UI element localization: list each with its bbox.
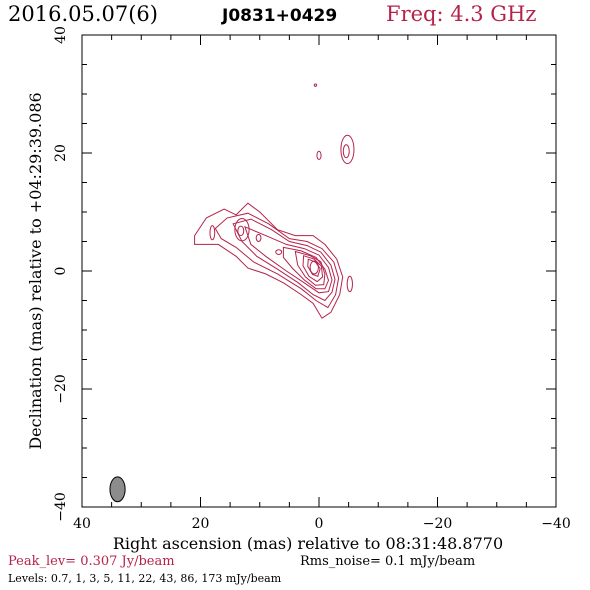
frequency-label: Freq: 4.3 GHz <box>386 2 537 26</box>
contour-outer <box>194 202 344 319</box>
contour-2 <box>232 218 336 302</box>
contour-5 <box>294 250 326 286</box>
contour-north-inner <box>342 144 350 159</box>
contour-lines <box>194 83 355 319</box>
y-tick-label: 20 <box>53 144 69 162</box>
contour-knot-1 <box>234 217 250 242</box>
tick-labels: 40 40 20 20 0 0 −20 −20 −40 −40 <box>53 26 571 532</box>
contour-levels: Levels: 0.7, 1, 3, 5, 11, 22, 43, 86, 17… <box>8 572 282 585</box>
rms-noise: Rms_noise= 0.1 mJy/beam <box>300 554 476 569</box>
contour-6 <box>302 255 324 283</box>
contour-south-spot <box>346 275 353 293</box>
contour-speck <box>313 83 318 87</box>
peak-level: Peak_lev= 0.307 Jy/beam <box>8 554 175 569</box>
x-tick-label: −20 <box>423 516 453 532</box>
y-tick-label: 40 <box>53 26 69 44</box>
y-tick-label: 0 <box>53 267 69 276</box>
contour-1 <box>214 212 340 309</box>
contour-4 <box>282 246 330 290</box>
y-tick-label: −40 <box>53 492 69 522</box>
contour-knot-2 <box>255 233 262 243</box>
contour-north-dot <box>316 150 322 160</box>
contour-7 <box>307 258 321 277</box>
x-tick-label: 20 <box>192 516 210 532</box>
contour-knot-1-inner <box>237 225 245 237</box>
y-tick-label: −20 <box>53 374 69 404</box>
y-axis-label: Declination (mas) relative to +04:29:39.… <box>26 92 45 449</box>
x-tick-label: −40 <box>541 516 571 532</box>
contour-3 <box>244 225 333 294</box>
contour-core <box>309 260 319 275</box>
x-axis-label: Right ascension (mas) relative to 08:31:… <box>113 534 503 553</box>
contour-north-outer <box>340 134 355 165</box>
contour-knot-3 <box>275 249 283 255</box>
x-tick-label: 0 <box>315 516 324 532</box>
axis-ticks <box>81 34 557 508</box>
x-tick-label: 40 <box>73 516 91 532</box>
epoch-date: 2016.05.07(6) <box>8 2 158 26</box>
source-name: J0831+0429 <box>222 6 338 26</box>
beam-ellipse <box>109 476 126 503</box>
contour-knot-4 <box>209 225 216 241</box>
